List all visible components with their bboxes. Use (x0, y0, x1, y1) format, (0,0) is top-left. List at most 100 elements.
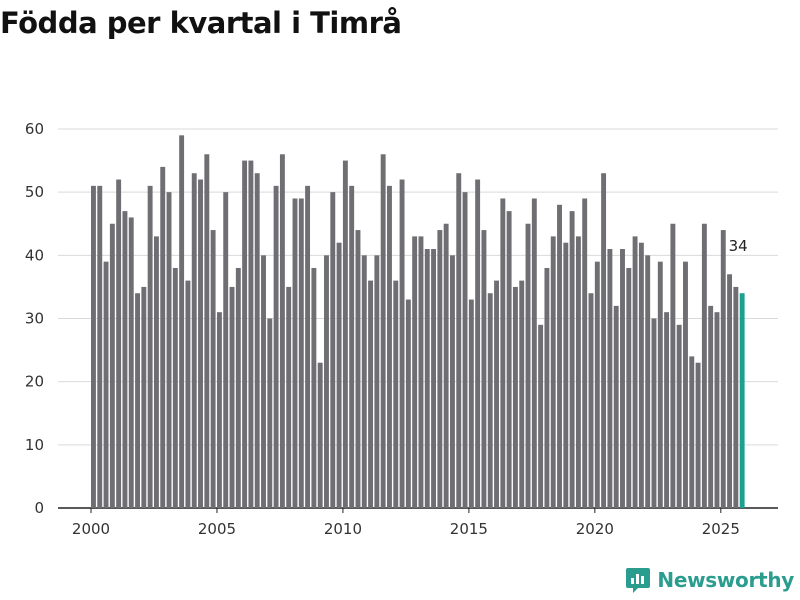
bar (91, 185, 96, 508)
bar (657, 261, 663, 508)
y-axis-ticks: 0 10 20 30 40 50 60 (25, 120, 44, 517)
x-tick-label: 2000 (72, 520, 110, 538)
bar (147, 185, 153, 508)
bar (519, 280, 525, 508)
bar (160, 166, 166, 508)
bar (135, 293, 140, 508)
bar (393, 280, 399, 508)
bar (109, 223, 115, 508)
bar (128, 217, 134, 508)
bar (613, 305, 619, 508)
bar (708, 305, 714, 508)
bar (349, 185, 355, 508)
bar (242, 160, 248, 508)
bar (506, 211, 512, 508)
bar (330, 192, 336, 509)
bar (235, 267, 241, 508)
bar (670, 223, 676, 508)
newsworthy-logo-icon (626, 568, 651, 593)
bar-highlight (739, 293, 745, 508)
bar (431, 249, 437, 508)
bar (210, 230, 216, 508)
bars (91, 135, 745, 509)
bar (500, 198, 506, 509)
bar (185, 280, 191, 508)
chart-title: Födda per kvartal i Timrå (0, 6, 402, 40)
bar (141, 286, 147, 508)
bar (166, 192, 172, 509)
x-tick-label: 2025 (702, 520, 740, 538)
bar (380, 154, 386, 508)
bar (714, 312, 720, 508)
x-tick-label: 2015 (450, 520, 488, 538)
bar (544, 267, 550, 508)
bar (651, 318, 657, 508)
bar (462, 192, 468, 509)
bar (720, 230, 726, 508)
bar (368, 280, 374, 508)
bar (727, 274, 733, 508)
bar (494, 280, 499, 508)
bar (733, 286, 739, 508)
bar (437, 230, 443, 508)
bar (261, 255, 266, 508)
bar (122, 211, 128, 508)
y-tick-label: 60 (25, 120, 44, 138)
bar (468, 299, 474, 508)
y-tick-label: 20 (25, 373, 44, 391)
bar (638, 242, 644, 508)
x-axis-ticks: 2000 2005 2010 2015 2020 2025 (72, 508, 740, 538)
bar (607, 249, 613, 508)
bar (97, 185, 103, 508)
bar (582, 198, 588, 509)
bar (254, 173, 260, 508)
y-tick-label: 40 (25, 246, 44, 264)
bar (198, 179, 203, 508)
bar (601, 173, 607, 508)
bar (286, 286, 292, 508)
gridlines (58, 128, 778, 509)
bar (412, 236, 418, 508)
bar (361, 255, 367, 508)
bar (204, 154, 210, 508)
x-tick-label: 2005 (198, 520, 236, 538)
newsworthy-logo: Newsworthy (625, 566, 794, 594)
bar (424, 249, 430, 508)
bar (355, 230, 361, 508)
bar (525, 223, 531, 508)
bar (292, 198, 298, 509)
bar (531, 198, 537, 509)
bar (481, 230, 487, 508)
bar (449, 255, 455, 508)
bar (626, 267, 632, 508)
bar (336, 242, 342, 508)
bar (588, 293, 594, 508)
bar (475, 179, 481, 508)
bar (689, 356, 695, 508)
bar (179, 135, 185, 508)
bar (374, 255, 380, 508)
data-labels: 34 (729, 237, 748, 255)
y-tick-label: 10 (25, 436, 44, 454)
bar (594, 261, 600, 508)
bar (405, 299, 411, 508)
bar (267, 318, 273, 508)
y-tick-label: 30 (25, 310, 44, 328)
bar (305, 185, 311, 508)
bar (575, 236, 581, 508)
bar (701, 223, 707, 508)
bar (443, 223, 449, 508)
bar (191, 173, 197, 508)
bar (229, 286, 235, 508)
x-tick-label: 2020 (576, 520, 614, 538)
bar (223, 192, 229, 509)
bar (399, 179, 405, 508)
bar (645, 255, 651, 508)
bar (456, 173, 462, 508)
bar (311, 267, 317, 508)
bar (387, 185, 392, 508)
bar (103, 261, 109, 508)
bar (342, 160, 348, 508)
bar (569, 211, 575, 508)
